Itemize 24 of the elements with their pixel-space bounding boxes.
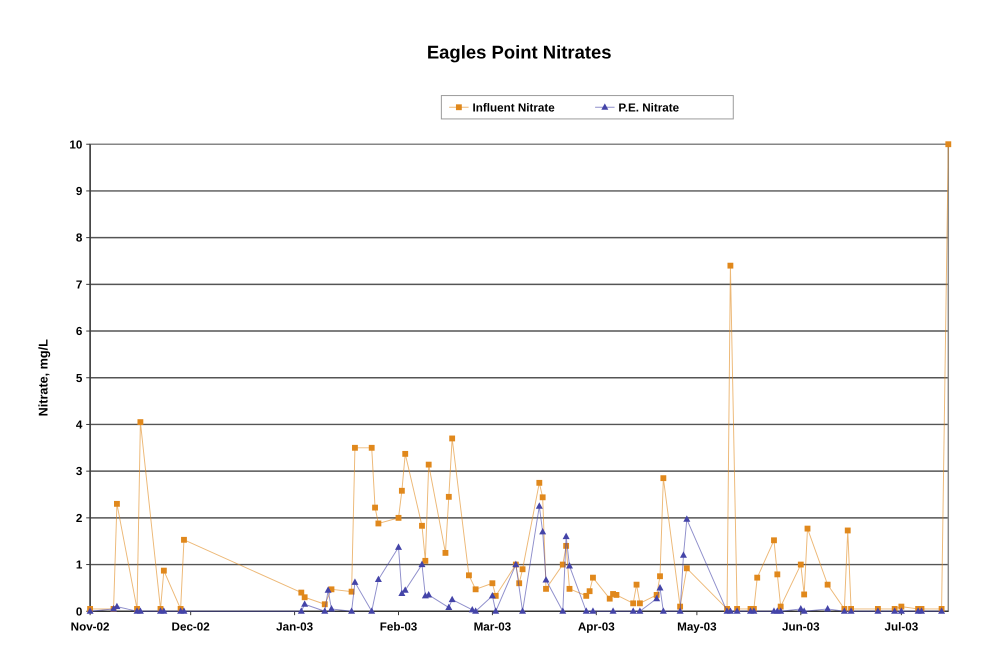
y-tick-label: 1 (76, 558, 83, 572)
y-tick-label: 0 (76, 605, 82, 618)
legend-label: P.E. Nitrate (618, 101, 680, 114)
legend-label: Influent Nitrate (472, 101, 556, 114)
y-tick-label: 6 (76, 325, 83, 338)
x-tick-label: May-03 (677, 620, 718, 634)
y-tick-label: 3 (76, 465, 83, 478)
x-tick-label: Mar-03 (474, 620, 512, 634)
x-tick-label: Dec-02 (172, 620, 210, 634)
y-tick-label: 5 (76, 372, 83, 385)
x-tick-label: Jan-03 (276, 620, 314, 634)
y-tick-label: 2 (76, 512, 83, 525)
x-tick-label: Apr-03 (578, 620, 616, 634)
x-tick-label: Nov-02 (70, 620, 110, 634)
y-tick-label: 4 (76, 418, 83, 432)
y-tick-label: 7 (76, 278, 82, 292)
x-tick-label: Jun-03 (782, 620, 820, 634)
y-tick-label: 10 (69, 138, 82, 152)
chart-title: Eagles Point Nitrates (426, 42, 612, 63)
y-tick-label: 8 (76, 232, 83, 245)
x-tick-label: Feb-03 (380, 620, 418, 634)
y-axis-title: Nitrate, mg/L (36, 338, 50, 416)
y-tick-label: 9 (76, 185, 83, 198)
x-tick-label: Jul-03 (884, 620, 919, 634)
